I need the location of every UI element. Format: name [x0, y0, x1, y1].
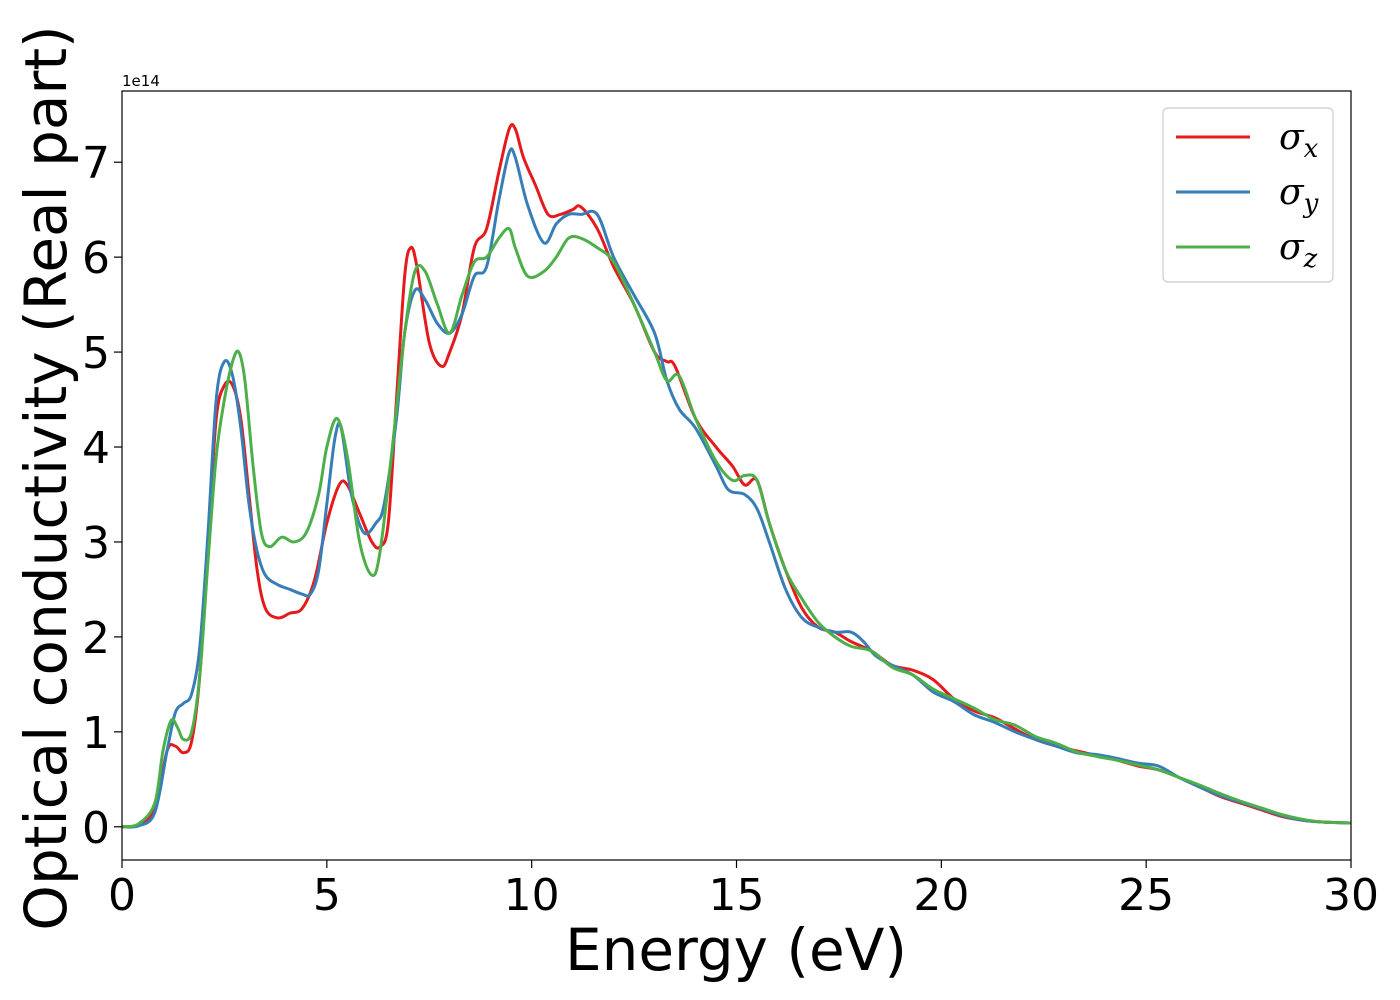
legend-label-y: σy [1279, 172, 1319, 219]
y-tick-label: 7 [82, 138, 110, 189]
series-line-y [122, 147, 1351, 829]
y-tick-label: 2 [82, 613, 110, 664]
y-offset-label: 1e14 [122, 72, 160, 90]
y-tick-label: 0 [82, 803, 110, 854]
x-tick-label: 15 [709, 870, 765, 921]
y-tick-label: 1 [82, 708, 110, 759]
x-tick-label: 25 [1118, 870, 1174, 921]
x-axis-ticks: 0 5 10 15 20 25 30 [108, 860, 1379, 921]
legend-label-z: σz [1279, 227, 1318, 274]
x-tick-label: 0 [108, 870, 136, 921]
legend-box [1162, 107, 1334, 283]
x-tick-label: 20 [913, 870, 969, 921]
x-tick-label: 5 [313, 870, 341, 921]
y-tick-label: 4 [82, 423, 110, 474]
legend: σx σy σz [1162, 107, 1334, 283]
x-tick-label: 30 [1323, 870, 1379, 921]
y-axis-label: Optical conductivity (Real part) [12, 25, 80, 930]
legend-label-x: σx [1279, 117, 1319, 164]
y-tick-label: 6 [82, 233, 110, 284]
x-axis-label: Energy (eV) [565, 916, 907, 984]
y-axis-ticks: 0 1 2 3 4 5 6 7 [82, 138, 122, 854]
series-line-z [122, 226, 1351, 829]
y-tick-label: 5 [82, 328, 110, 379]
series-layer [122, 123, 1351, 829]
x-tick-label: 10 [504, 870, 560, 921]
legend-entries: σx σy σz [1176, 117, 1319, 274]
y-tick-label: 3 [82, 518, 110, 569]
